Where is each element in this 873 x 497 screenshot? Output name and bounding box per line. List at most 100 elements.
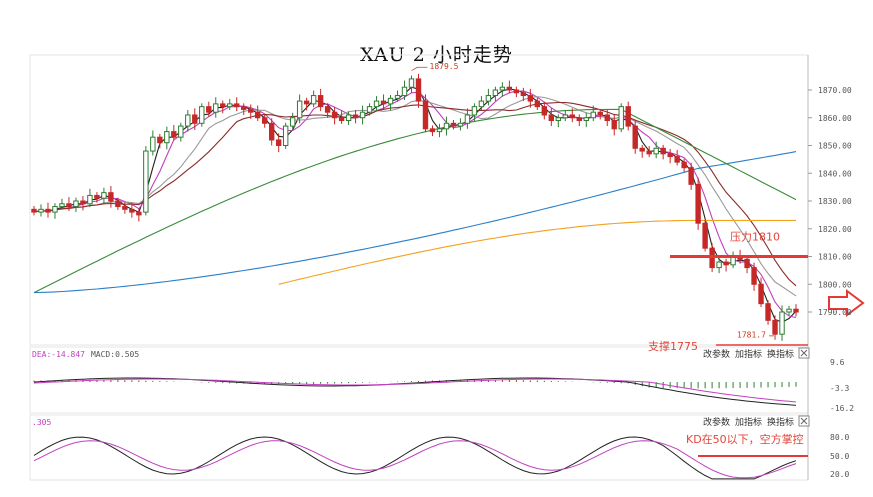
candle-body [611, 120, 617, 130]
candle-body [178, 125, 184, 138]
candle-body [94, 194, 100, 199]
macd-dea-line [33, 378, 797, 403]
candle-body [590, 111, 596, 119]
candle-body [282, 125, 289, 146]
candle-body [66, 203, 72, 208]
candle-body [185, 114, 191, 127]
macd-tick-label: 9.6 [830, 358, 845, 367]
candle-body [527, 95, 534, 102]
candle-body [115, 200, 121, 208]
ma-line-darkred [33, 101, 797, 287]
candle-body [143, 150, 149, 213]
price-tick-label: 1860.00 [818, 114, 852, 123]
candle-body [758, 283, 764, 305]
candle-body [597, 111, 603, 116]
macd-panel: 9.6 -3.3 -16.2 DEA:-14.847 MACD:0.505 [32, 350, 854, 413]
price-tick-label: 1790.00 [818, 308, 852, 317]
candle-body [548, 114, 555, 122]
kd-header: .305 [32, 418, 51, 427]
high-marker-leader [411, 66, 428, 71]
candle-body [213, 103, 219, 113]
candle-body [129, 208, 135, 213]
candle-body [80, 200, 86, 205]
candle-body [457, 122, 464, 127]
macd-button-1[interactable]: 加指标 [735, 348, 762, 360]
kd-button-0[interactable]: 改参数 [703, 416, 730, 428]
candle-body [681, 161, 687, 169]
candle-body [401, 86, 408, 97]
candle-body [569, 114, 575, 119]
candle-body [632, 125, 638, 149]
ma-line-orange [278, 219, 796, 285]
price-tick-label: 1800.00 [818, 280, 852, 289]
candle-body [31, 208, 37, 213]
ma-line-gray [33, 96, 797, 297]
price-tick-label: 1840.00 [818, 169, 852, 178]
candle-body [359, 111, 366, 119]
ma-line-green [33, 108, 797, 294]
candle-body [779, 311, 785, 335]
candle-body [716, 261, 722, 269]
candle-body [303, 100, 310, 105]
kd-d-line [33, 440, 797, 479]
ma-line-blue [33, 151, 797, 294]
candle-body [248, 108, 254, 113]
candle-body [373, 100, 380, 108]
candle-body [541, 106, 548, 116]
candle-body [275, 139, 282, 146]
candle-body [562, 114, 569, 119]
price-tick-label: 1820.00 [818, 225, 852, 234]
candle-body [765, 303, 771, 321]
kd-k-line [33, 436, 797, 480]
candle-body [408, 78, 415, 88]
axis-labels: 1870.00 1860.00 1850.00 1840.00 1830.00 1820.… [703, 86, 852, 428]
candle-body [464, 114, 471, 124]
candle-body [499, 86, 506, 91]
macd-tick-label: -16.2 [830, 404, 854, 413]
kd-button-1[interactable]: 加指标 [735, 416, 762, 428]
kd-close-x [800, 417, 808, 425]
candle-body [618, 106, 624, 130]
candle-body [646, 150, 652, 155]
candle-body [786, 308, 792, 313]
macd-dif-line [33, 377, 797, 406]
candle-body [506, 86, 513, 91]
candle-body [324, 106, 331, 113]
candle-body [157, 136, 163, 144]
candle-body [73, 200, 79, 208]
candle-body [241, 106, 247, 110]
candle-body [164, 131, 170, 144]
candle-body [625, 106, 631, 127]
macd-button-0[interactable]: 改参数 [703, 348, 730, 360]
candle-body [478, 100, 485, 108]
macd-header: DEA:-14.847 MACD:0.505 [32, 350, 139, 359]
kd-tick-label: 80.0 [830, 433, 849, 442]
candle-body [751, 267, 757, 285]
candle-body [380, 100, 387, 105]
candle-body [289, 117, 296, 127]
candle-body [471, 106, 478, 116]
candle-body [296, 100, 303, 119]
candle-body [206, 106, 212, 113]
candle-body [199, 106, 205, 124]
candle-body [429, 128, 436, 133]
candle-body [660, 147, 666, 155]
candle-body [366, 106, 373, 113]
candle-body [268, 122, 275, 141]
kd-note: KD在50以下，空方掌控 [686, 432, 804, 446]
candle-body [436, 128, 443, 133]
right-arrow-icon [828, 289, 865, 317]
candle-body [338, 117, 345, 122]
macd-tick-label: -3.3 [830, 384, 849, 393]
candle-body [38, 208, 44, 213]
low-marker-label: 1781.7 [737, 331, 766, 340]
candle-body [485, 95, 492, 102]
macd-button-2[interactable]: 换指标 [767, 348, 794, 360]
candle-body [331, 111, 338, 119]
macd-value: MACD:0.505 [91, 350, 139, 359]
kd-button-2[interactable]: 换指标 [767, 416, 794, 428]
high-marker-label: 1879.5 [430, 62, 459, 71]
candle-body [136, 211, 142, 216]
candle-body [744, 258, 750, 269]
candle-body [576, 117, 582, 122]
